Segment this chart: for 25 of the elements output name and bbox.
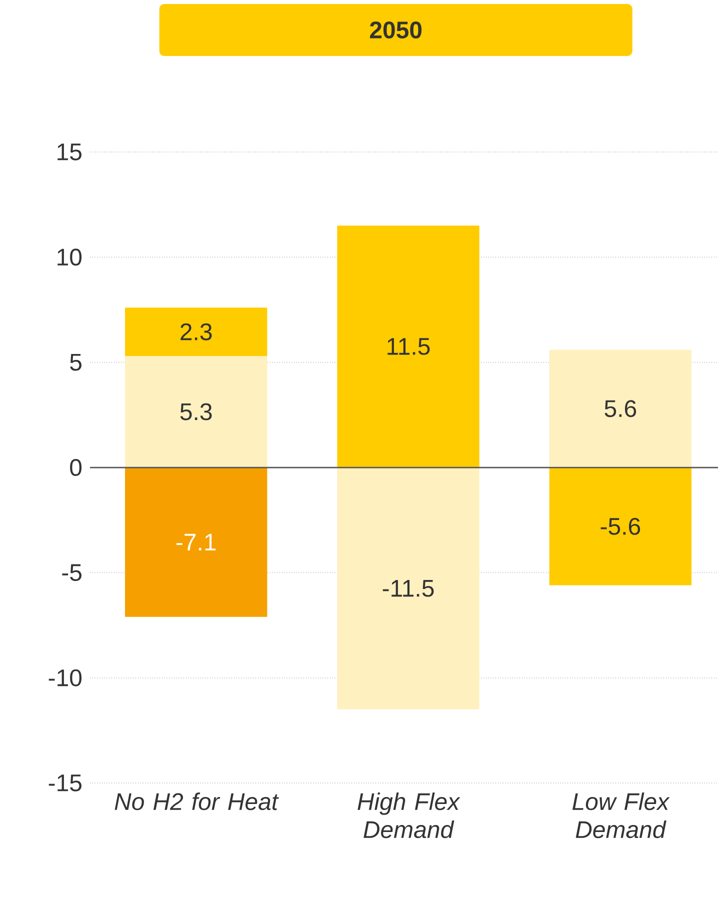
data-label: 5.3 [180,403,212,420]
bar [125,308,268,356]
x-tick-label: Low Flex Demand [572,792,670,838]
data-label: 11.5 [388,338,430,355]
data-label: -5.6 [600,518,640,535]
bar [125,356,268,468]
data-label: 2.3 [180,323,212,340]
y-tick-label: 5 [70,354,82,371]
bar [125,467,268,617]
bar [549,467,692,586]
bar [337,467,480,710]
data-label: 5.6 [604,400,636,418]
y-tick-label: 0 [70,459,82,476]
x-tick-label: No H2 for Heat [114,792,279,810]
y-tick-label: 15 [58,144,82,160]
y-tick-label: 10 [58,248,82,266]
x-tick-label: High Flex Demand [358,792,460,838]
bar [337,226,480,468]
data-label: -7.1 [176,534,216,550]
y-tick-label: -15 [48,774,82,792]
data-label: -11.5 [382,580,434,597]
chart-title: 2050 [370,22,422,38]
y-tick-label: -5 [62,564,82,582]
bar [549,350,692,468]
y-tick-label: -10 [48,669,82,686]
